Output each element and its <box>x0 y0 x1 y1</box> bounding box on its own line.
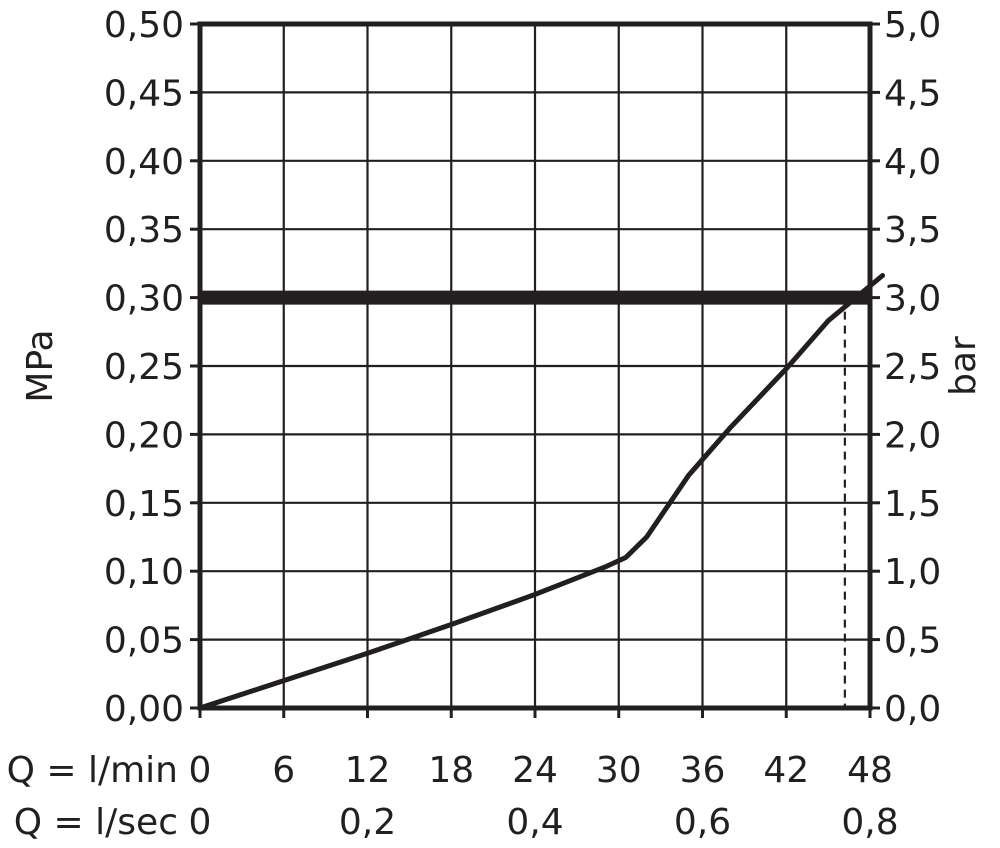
x-lmin-tick-label: 36 <box>680 750 726 791</box>
left-tick-label: 0,25 <box>104 347 184 388</box>
left-tick-label: 0,10 <box>104 552 184 593</box>
pressure-loss-curve <box>197 273 886 711</box>
x-axis-lsec-title: Q = l/sec <box>14 802 178 843</box>
x-lmin-tick-label: 42 <box>763 750 809 791</box>
x-lsec-tick-label: 0,4 <box>506 802 563 843</box>
right-tick-label: 2,5 <box>884 347 941 388</box>
right-tick-label: 1,0 <box>884 552 941 593</box>
x-lmin-tick-label: 12 <box>345 750 391 791</box>
right-tick-label: 0,0 <box>884 689 941 730</box>
left-tick-label: 0,15 <box>104 484 184 525</box>
left-tick-label: 0,00 <box>104 689 184 730</box>
right-tick-label: 4,5 <box>884 73 941 114</box>
left-tick-label: 0,20 <box>104 415 184 456</box>
right-axis-title: bar <box>943 336 984 396</box>
x-lsec-tick-label: 0,2 <box>339 802 396 843</box>
right-tick-label: 1,5 <box>884 484 941 525</box>
right-tick-label: 3,0 <box>884 279 941 320</box>
left-tick-label: 0,50 <box>104 5 184 46</box>
x-lmin-tick-label: 0 <box>189 750 212 791</box>
left-axis-title: MPa <box>20 329 61 402</box>
x-lsec-tick-label: 0 <box>189 802 212 843</box>
left-tick-label: 0,45 <box>104 73 184 114</box>
right-tick-label: 4,0 <box>884 142 941 183</box>
x-lmin-tick-label: 48 <box>847 750 893 791</box>
x-lmin-tick-label: 6 <box>272 750 295 791</box>
x-lmin-tick-label: 18 <box>428 750 474 791</box>
right-tick-label: 2,0 <box>884 415 941 456</box>
right-tick-label: 5,0 <box>884 5 941 46</box>
x-lsec-tick-label: 0,6 <box>674 802 731 843</box>
left-tick-label: 0,35 <box>104 210 184 251</box>
left-tick-label: 0,40 <box>104 142 184 183</box>
x-lmin-tick-label: 30 <box>596 750 642 791</box>
right-tick-label: 0,5 <box>884 621 941 662</box>
x-axis-lmin-title: Q = l/min <box>7 750 178 791</box>
x-lmin-tick-label: 24 <box>512 750 558 791</box>
x-lsec-tick-label: 0,8 <box>841 802 898 843</box>
right-tick-label: 3,5 <box>884 210 941 251</box>
left-tick-label: 0,05 <box>104 621 184 662</box>
left-tick-label: 0,30 <box>104 279 184 320</box>
